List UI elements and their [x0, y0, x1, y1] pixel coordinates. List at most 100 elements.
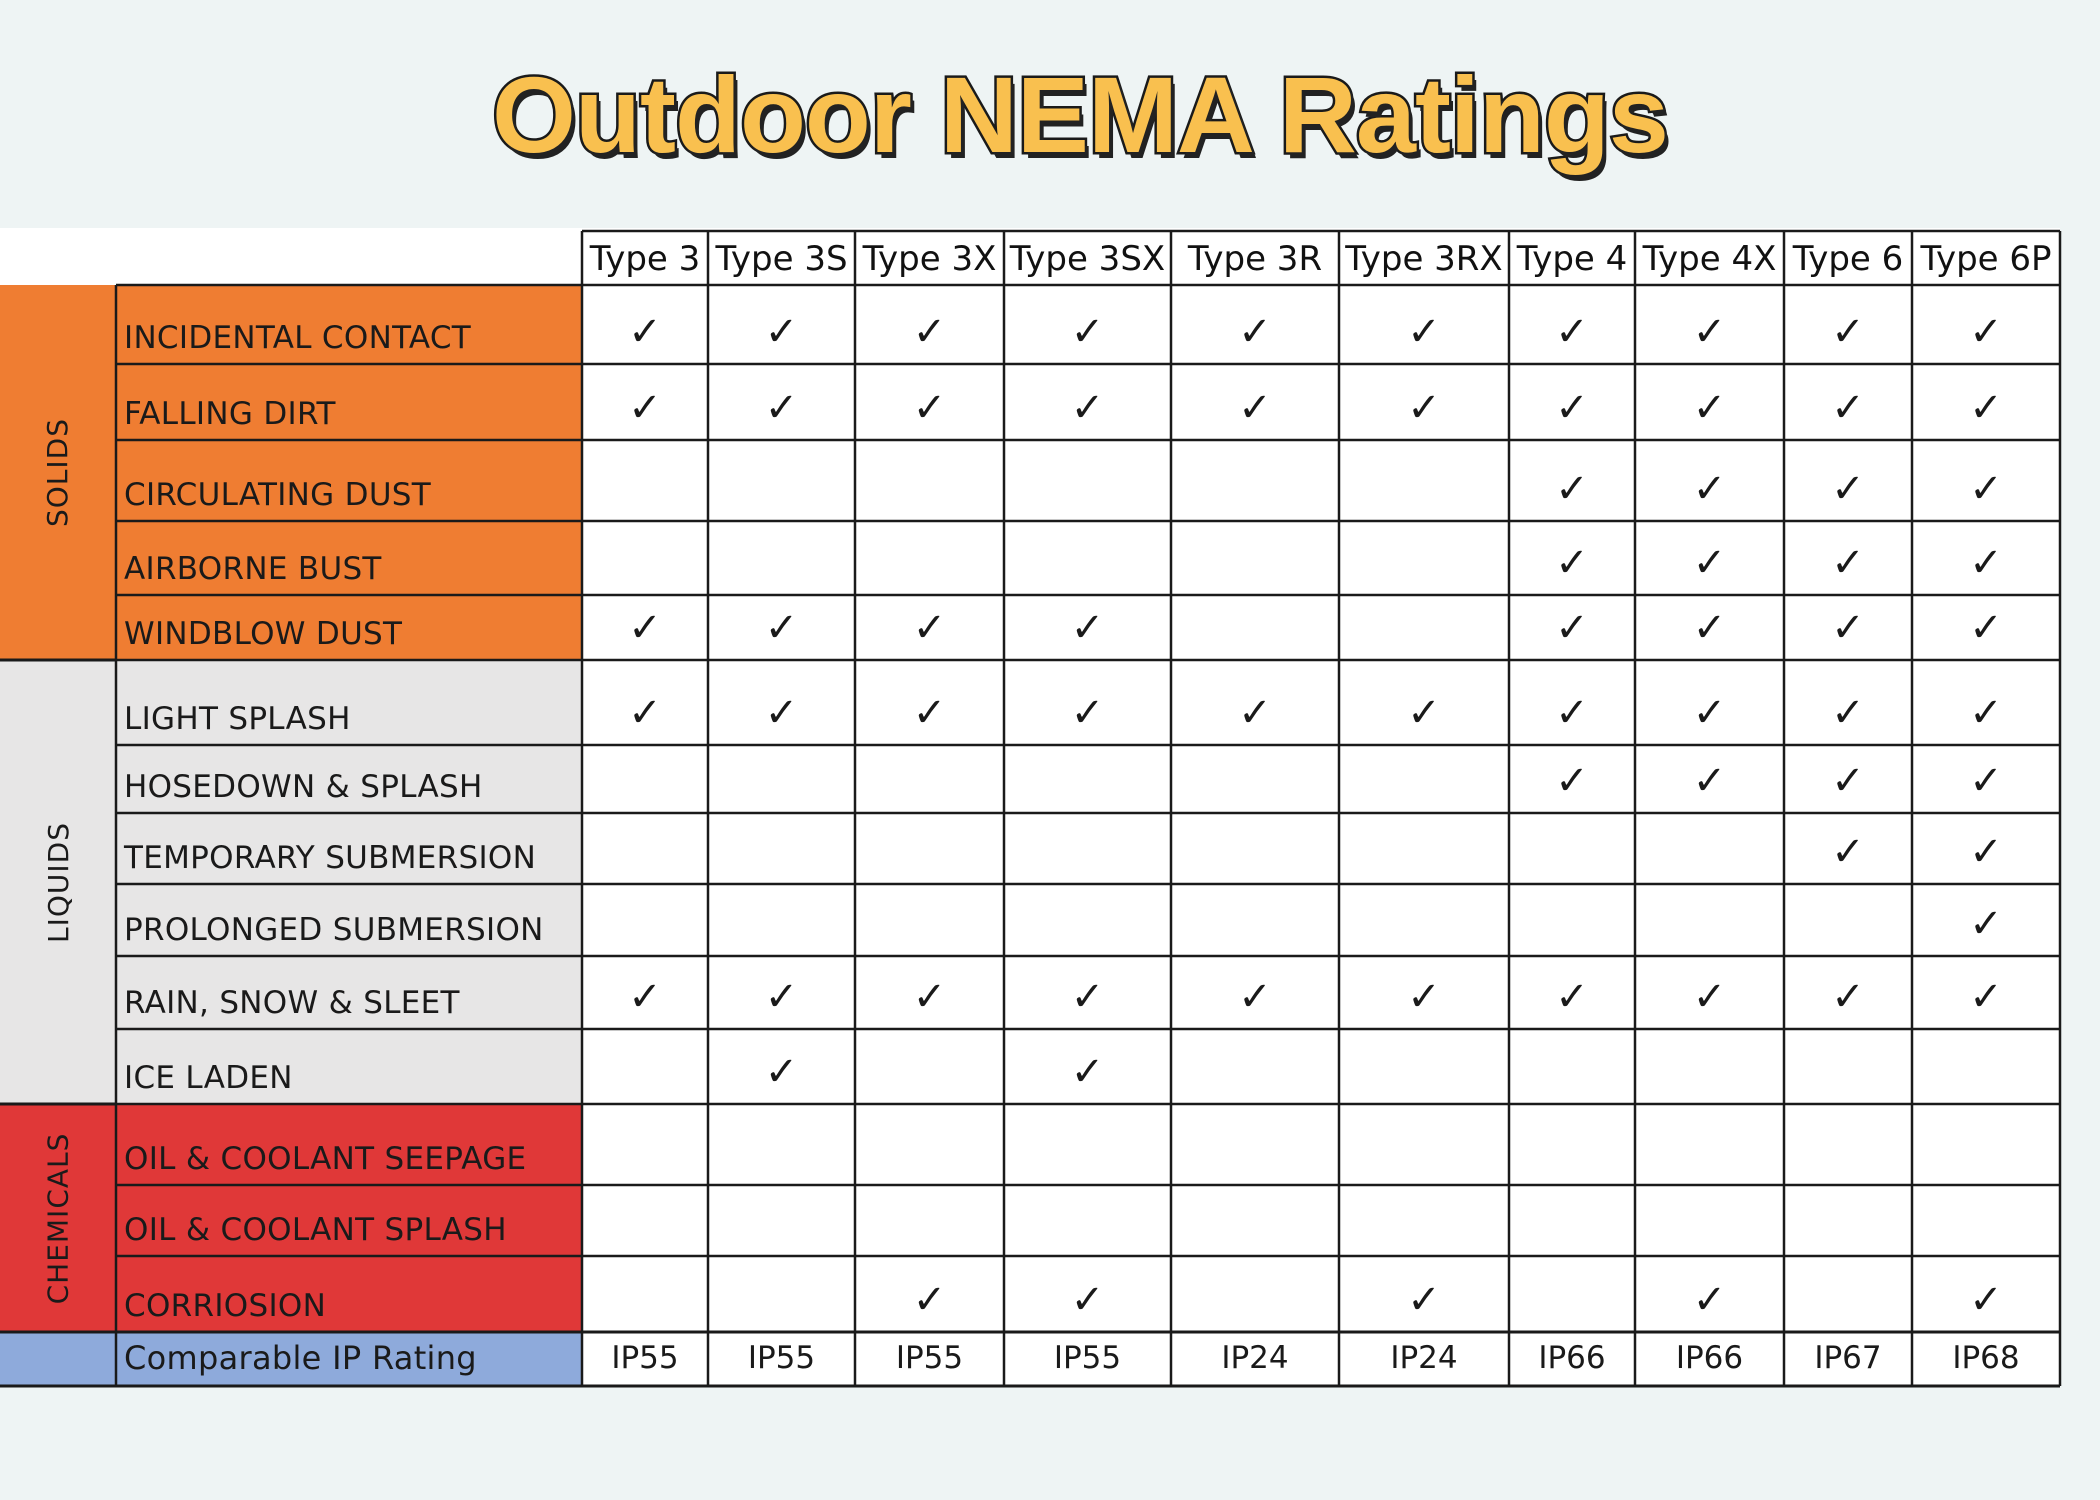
check-mark: ✓	[1831, 385, 1865, 431]
column-header: Type 3SX	[1009, 239, 1166, 279]
check-mark: ✓	[1070, 385, 1105, 431]
row-label: TEMPORARY SUBMERSION	[124, 840, 537, 876]
check-mark: ✓	[912, 605, 947, 651]
ip-rating-value: IP55	[895, 1340, 964, 1376]
check-mark: ✓	[1969, 758, 2003, 804]
row-label: CIRCULATING DUST	[124, 477, 432, 513]
row-label: INCIDENTAL CONTACT	[124, 320, 472, 356]
check-mark: ✓	[1831, 540, 1865, 586]
check-mark: ✓	[1407, 1277, 1441, 1323]
check-mark: ✓	[1238, 385, 1272, 431]
check-mark: ✓	[1238, 309, 1272, 355]
check-mark: ✓	[1070, 309, 1105, 355]
column-header: Type 6P	[1920, 239, 2052, 279]
check-mark: ✓	[764, 1049, 799, 1095]
column-header: Type 3RX	[1345, 239, 1503, 279]
ip-rating-value: IP55	[611, 1340, 679, 1376]
ip-rating-row-band	[0, 1332, 582, 1386]
check-mark: ✓	[1407, 690, 1441, 736]
check-mark: ✓	[628, 605, 662, 651]
column-header: Type 3R	[1187, 239, 1323, 279]
row-label: OIL & COOLANT SPLASH	[124, 1212, 507, 1248]
column-header: Type 6	[1792, 239, 1904, 279]
check-mark: ✓	[1692, 974, 1727, 1020]
check-mark: ✓	[1969, 690, 2003, 736]
check-mark: ✓	[1407, 309, 1441, 355]
check-mark: ✓	[1070, 1049, 1105, 1095]
check-mark: ✓	[1555, 309, 1589, 355]
ip-rating-value: IP24	[1390, 1340, 1458, 1376]
check-mark: ✓	[1692, 1277, 1727, 1323]
check-mark: ✓	[1070, 1277, 1105, 1323]
check-mark: ✓	[1555, 540, 1589, 586]
check-mark: ✓	[764, 385, 799, 431]
check-mark: ✓	[1969, 1277, 2003, 1323]
row-label: LIGHT SPLASH	[124, 701, 351, 737]
check-mark: ✓	[1969, 385, 2003, 431]
group-band-solids	[0, 285, 582, 660]
row-label: ICE LADEN	[124, 1060, 293, 1096]
check-mark: ✓	[1692, 466, 1727, 512]
check-mark: ✓	[1969, 974, 2003, 1020]
row-label: PROLONGED SUBMERSION	[124, 912, 544, 948]
check-mark: ✓	[764, 974, 799, 1020]
row-label: OIL & COOLANT SEEPAGE	[124, 1141, 527, 1177]
check-mark: ✓	[1555, 690, 1589, 736]
ip-rating-label: Comparable IP Rating	[124, 1339, 477, 1377]
check-mark: ✓	[912, 974, 947, 1020]
check-mark: ✓	[1407, 974, 1441, 1020]
check-mark: ✓	[1969, 540, 2003, 586]
column-header: Type 3S	[715, 239, 848, 279]
check-mark: ✓	[1692, 309, 1727, 355]
check-mark: ✓	[628, 974, 662, 1020]
check-mark: ✓	[1692, 605, 1727, 651]
check-mark: ✓	[1831, 309, 1865, 355]
check-mark: ✓	[1555, 605, 1589, 651]
column-header: Type 4	[1516, 239, 1628, 279]
check-mark: ✓	[1831, 829, 1865, 875]
check-mark: ✓	[764, 605, 799, 651]
check-mark: ✓	[1692, 758, 1727, 804]
check-mark: ✓	[628, 385, 662, 431]
check-mark: ✓	[1831, 758, 1865, 804]
column-header: Type 3X	[862, 239, 997, 279]
check-mark: ✓	[1070, 974, 1105, 1020]
check-mark: ✓	[1831, 690, 1865, 736]
row-label: RAIN, SNOW & SLEET	[124, 985, 460, 1021]
group-band-chemicals	[0, 1104, 582, 1332]
check-mark: ✓	[1070, 605, 1105, 651]
ip-rating-value: IP55	[747, 1340, 816, 1376]
column-header: Type 3	[589, 239, 701, 279]
row-label: AIRBORNE BUST	[124, 551, 382, 587]
check-mark: ✓	[912, 309, 947, 355]
ip-rating-value: IP68	[1952, 1340, 2020, 1376]
page-title: Outdoor NEMA Ratings	[490, 52, 1672, 178]
check-mark: ✓	[1692, 540, 1727, 586]
check-mark: ✓	[1070, 690, 1105, 736]
check-mark: ✓	[1692, 690, 1727, 736]
check-mark: ✓	[1555, 385, 1589, 431]
row-label: HOSEDOWN & SPLASH	[124, 769, 483, 805]
check-mark: ✓	[1238, 974, 1272, 1020]
ip-rating-value: IP67	[1814, 1340, 1882, 1376]
ip-rating-value: IP66	[1538, 1340, 1606, 1376]
ip-rating-value: IP55	[1053, 1340, 1122, 1376]
check-mark: ✓	[1407, 385, 1441, 431]
check-mark: ✓	[1969, 466, 2003, 512]
check-mark: ✓	[764, 690, 799, 736]
check-mark: ✓	[1555, 466, 1589, 512]
check-mark: ✓	[1831, 605, 1865, 651]
check-mark: ✓	[1555, 758, 1589, 804]
check-mark: ✓	[1969, 605, 2003, 651]
check-mark: ✓	[1831, 974, 1865, 1020]
check-mark: ✓	[1238, 690, 1272, 736]
check-mark: ✓	[628, 309, 662, 355]
check-mark: ✓	[764, 309, 799, 355]
ip-rating-value: IP66	[1675, 1340, 1744, 1376]
check-mark: ✓	[628, 690, 662, 736]
check-mark: ✓	[912, 690, 947, 736]
column-header: Type 4X	[1642, 239, 1777, 279]
check-mark: ✓	[1831, 466, 1865, 512]
row-label: FALLING DIRT	[124, 396, 336, 432]
